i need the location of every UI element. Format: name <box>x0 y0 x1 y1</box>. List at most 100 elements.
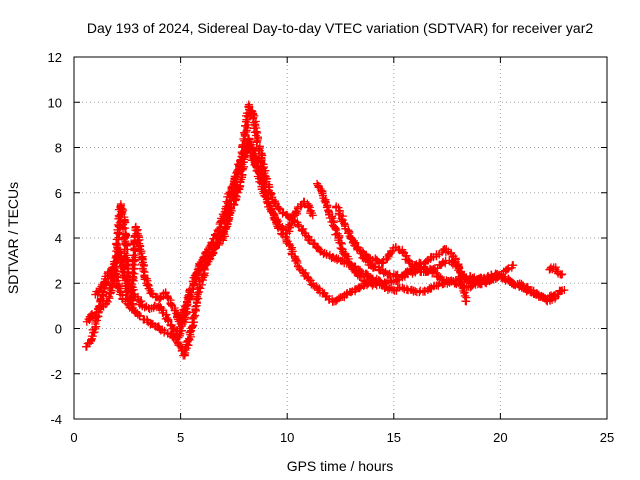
trace-markers <box>87 322 101 343</box>
trace-markers <box>382 283 396 294</box>
trace-markers <box>294 221 313 241</box>
trace-markers <box>166 329 178 343</box>
trace-markers <box>147 319 163 331</box>
trace-markers <box>252 166 269 200</box>
trace-markers <box>204 230 221 254</box>
series-track-2 <box>82 100 377 342</box>
y-axis-label: SDTVAR / TECUs <box>5 182 21 294</box>
trace-markers <box>546 263 557 274</box>
trace-markers <box>454 262 471 306</box>
trace-markers <box>323 292 337 306</box>
trace-markers <box>346 234 360 250</box>
trace-markers <box>118 208 131 241</box>
trace-markers <box>378 251 393 267</box>
trace-markers <box>152 302 165 312</box>
chart-title: Day 193 of 2024, Sidereal Day-to-day VTE… <box>87 20 593 36</box>
trace-markers <box>102 283 117 308</box>
trace-markers <box>142 280 156 298</box>
data-points <box>82 100 569 360</box>
trace-markers <box>462 282 476 292</box>
trace-markers <box>387 243 400 257</box>
trace-markers <box>415 256 432 268</box>
trace-markers <box>274 204 291 219</box>
trace-markers <box>405 257 419 273</box>
trace-markers <box>392 270 409 281</box>
trace-markers <box>212 235 228 252</box>
trace-markers <box>411 266 426 277</box>
trace-markers <box>321 198 338 230</box>
trace-markers <box>554 269 566 279</box>
trace-markers <box>501 274 516 288</box>
trace-markers <box>331 203 349 228</box>
trace-markers <box>176 293 194 326</box>
trace-markers <box>278 230 297 252</box>
trace-markers <box>543 292 560 305</box>
axis-ticks: 0 5 10 15 20 25 -4 -2 0 2 4 6 8 10 12 <box>48 50 615 445</box>
trace-markers <box>99 271 116 287</box>
trace-markers <box>193 256 211 274</box>
trace-markers <box>436 273 451 285</box>
y-tick-label: 4 <box>55 231 62 246</box>
trace-markers <box>158 306 171 323</box>
trace-markers <box>131 223 145 251</box>
trace-markers <box>477 276 494 289</box>
trace-markers <box>390 283 404 295</box>
trace-markers <box>316 247 334 259</box>
trace-markers <box>185 270 202 297</box>
trace-markers <box>327 253 343 265</box>
y-tick-label: 6 <box>55 186 62 201</box>
trace-markers <box>509 279 526 290</box>
trace-markers <box>201 244 219 264</box>
trace-markers <box>135 247 152 285</box>
trace-markers <box>367 261 383 272</box>
trace-markers <box>236 145 253 165</box>
x-tick-label: 10 <box>280 430 294 445</box>
trace-markers <box>441 245 457 261</box>
trace-markers <box>486 273 502 285</box>
trace-markers <box>272 217 286 238</box>
trace-markers <box>306 276 321 291</box>
x-tick-label: 20 <box>493 430 507 445</box>
trace-markers <box>551 263 562 276</box>
trace-markers <box>361 250 373 262</box>
trace-markers <box>90 304 103 320</box>
trace-markers <box>82 337 96 351</box>
trace-markers <box>376 266 390 278</box>
y-tick-label: 0 <box>55 322 62 337</box>
trace-markers <box>171 335 184 350</box>
trace-markers <box>244 102 257 117</box>
y-tick-label: -4 <box>50 412 62 427</box>
trace-markers <box>284 212 302 227</box>
trace-markers <box>304 203 316 218</box>
trace-markers <box>188 292 203 332</box>
trace-markers <box>257 156 270 180</box>
trace-markers <box>494 266 510 281</box>
trace-markers <box>180 326 196 357</box>
x-tick-label: 5 <box>177 430 184 445</box>
trace-markers <box>249 110 263 143</box>
trace-markers <box>138 302 151 312</box>
trace-markers <box>367 279 380 290</box>
y-tick-label: 12 <box>48 50 62 65</box>
trace-markers <box>504 261 517 273</box>
trace-markers <box>298 266 313 282</box>
x-tick-label: 0 <box>70 430 77 445</box>
trace-markers <box>331 223 346 253</box>
x-tick-label: 15 <box>387 430 401 445</box>
trace-markers <box>114 248 130 285</box>
trace-markers <box>262 195 279 224</box>
trace-markers <box>394 245 407 255</box>
y-tick-label: 10 <box>48 95 62 110</box>
trace-markers <box>399 248 413 264</box>
trace-markers <box>447 256 460 269</box>
trace-markers <box>228 157 245 200</box>
y-tick-label: 2 <box>55 276 62 291</box>
series-track-3 <box>91 143 569 328</box>
trace-markers <box>131 307 142 318</box>
trace-markers <box>553 286 567 299</box>
y-tick-label: 8 <box>55 141 62 156</box>
x-tick-label: 25 <box>600 430 614 445</box>
trace-markers <box>527 286 542 299</box>
